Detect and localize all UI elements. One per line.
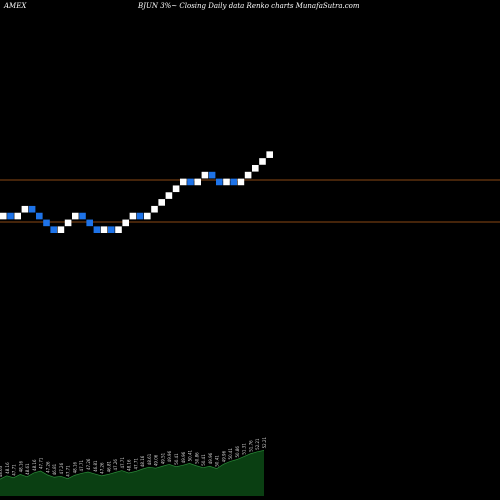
volume-label: 50.41 bbox=[201, 454, 206, 466]
up-brick bbox=[129, 212, 137, 220]
renko-bricks bbox=[0, 151, 273, 233]
down-brick bbox=[230, 178, 237, 186]
down-brick bbox=[50, 226, 57, 233]
volume-label: 48.16 bbox=[72, 461, 77, 473]
volume-label: 48.16 bbox=[32, 459, 37, 471]
volume-label: 47.26 bbox=[59, 462, 64, 474]
chart-description: BJUN 3%~ Closing Daily data Renko charts… bbox=[137, 2, 360, 10]
down-brick bbox=[36, 212, 43, 220]
volume-label: 50.86 bbox=[194, 452, 199, 464]
up-brick bbox=[115, 226, 122, 233]
down-brick bbox=[28, 205, 36, 213]
volume-label: 50.86 bbox=[235, 446, 240, 458]
down-brick bbox=[7, 212, 14, 220]
down-brick bbox=[86, 219, 93, 227]
volume-label: 48.16 bbox=[18, 460, 23, 472]
down-brick bbox=[108, 226, 115, 233]
up-brick bbox=[151, 205, 158, 213]
up-brick bbox=[165, 192, 173, 199]
up-brick bbox=[252, 164, 259, 172]
volume-label: 47.71 bbox=[12, 464, 17, 476]
up-brick bbox=[14, 212, 21, 220]
down-brick bbox=[208, 171, 216, 179]
up-brick bbox=[64, 219, 72, 227]
up-brick bbox=[172, 185, 180, 193]
up-brick bbox=[122, 219, 129, 227]
down-brick bbox=[43, 219, 50, 227]
volume-label: 49.06 bbox=[154, 454, 159, 466]
up-brick bbox=[244, 171, 252, 179]
volume-label: 50.41 bbox=[174, 453, 179, 465]
up-brick bbox=[72, 212, 79, 220]
volume-label: 47.71 bbox=[66, 465, 71, 477]
up-brick bbox=[237, 178, 245, 186]
volume-label: 48.16 bbox=[5, 462, 10, 474]
down-brick bbox=[187, 178, 194, 186]
volume-label: 47.71 bbox=[120, 457, 125, 469]
volume-label: 47.71 bbox=[39, 457, 44, 469]
volume-label: 46.81 bbox=[52, 463, 57, 475]
up-brick bbox=[21, 205, 29, 213]
volume-label: 49.96 bbox=[181, 451, 186, 463]
down-brick bbox=[136, 212, 144, 220]
volume-label: 51.31 bbox=[242, 443, 247, 455]
down-brick bbox=[216, 178, 223, 186]
up-brick bbox=[201, 171, 209, 179]
volume-label: 49.51 bbox=[160, 452, 165, 464]
down-brick bbox=[93, 226, 101, 233]
volume-label: 46.81 bbox=[106, 460, 111, 472]
volume-label: 50.41 bbox=[188, 449, 193, 461]
volume-label: 49.96 bbox=[167, 450, 172, 462]
volume-label: 47.26 bbox=[45, 461, 50, 473]
volume-label: 52.21 bbox=[262, 436, 267, 448]
volume-label: 48.63 bbox=[0, 465, 3, 477]
volume-label: 47.71 bbox=[133, 458, 138, 470]
volume-label: 49.96 bbox=[221, 450, 226, 462]
volume-label: 51.76 bbox=[248, 440, 253, 452]
volume-label: 50.41 bbox=[215, 455, 220, 467]
volume-label: 47.26 bbox=[100, 462, 105, 474]
volume-label: 49.96 bbox=[208, 452, 213, 464]
volume-fill bbox=[0, 450, 264, 496]
volume-label: 46.81 bbox=[93, 460, 98, 472]
up-brick bbox=[266, 151, 273, 158]
volume-label: 50.41 bbox=[228, 448, 233, 460]
volume-label: 47.26 bbox=[113, 459, 118, 471]
volume-area bbox=[0, 450, 265, 496]
volume-label: 47.71 bbox=[79, 460, 84, 472]
volume-line bbox=[0, 450, 265, 480]
volume-labels: 48.63 48.16 47.71 48.16 48.61 48.16 47.71 47.26… bbox=[0, 436, 267, 477]
volume-label: 48.16 bbox=[140, 455, 145, 467]
up-brick bbox=[158, 199, 165, 206]
up-brick bbox=[180, 178, 187, 186]
down-brick bbox=[79, 212, 86, 220]
volume-label: 52.21 bbox=[255, 438, 260, 450]
up-brick bbox=[259, 158, 266, 165]
up-brick bbox=[57, 226, 65, 233]
reference-lines bbox=[0, 179, 500, 223]
up-brick bbox=[194, 178, 201, 186]
volume-label: 48.16 bbox=[127, 459, 132, 471]
up-brick bbox=[223, 178, 230, 186]
exchange-label: AMEX bbox=[3, 2, 27, 10]
volume-label: 48.61 bbox=[147, 453, 152, 465]
up-brick bbox=[100, 226, 108, 233]
up-brick bbox=[144, 212, 151, 220]
volume-label: 48.61 bbox=[25, 463, 30, 475]
volume-label: 47.26 bbox=[86, 458, 91, 470]
up-brick bbox=[0, 212, 7, 220]
